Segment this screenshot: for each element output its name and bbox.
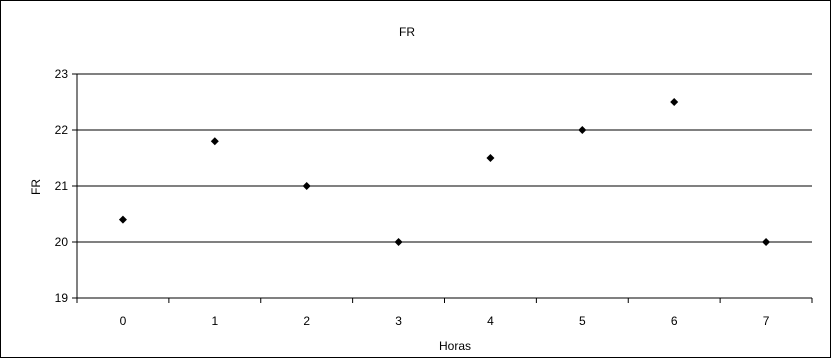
x-tick-label: 5 <box>579 314 586 328</box>
data-point <box>486 154 495 162</box>
data-point <box>394 238 403 246</box>
x-tick-label: 2 <box>303 314 310 328</box>
x-tick-label: 1 <box>211 314 218 328</box>
data-points <box>118 98 771 246</box>
y-tick-label: 20 <box>55 235 69 249</box>
y-tick-label: 22 <box>55 123 69 137</box>
data-point <box>578 126 587 134</box>
x-tick-label: 6 <box>671 314 678 328</box>
data-point <box>762 238 771 246</box>
gridlines <box>77 73 812 299</box>
data-point <box>670 98 679 106</box>
y-tick-label: 21 <box>55 179 69 193</box>
x-tick-label: 0 <box>120 314 127 328</box>
x-tick-label: 3 <box>395 314 402 328</box>
x-axis-label: Horas <box>439 339 471 353</box>
data-point <box>302 182 311 190</box>
axes <box>72 73 813 303</box>
chart-title: FR <box>399 25 415 39</box>
y-tick-label: 19 <box>55 291 69 305</box>
x-tick-label: 4 <box>487 314 494 328</box>
x-tick-label: 7 <box>763 314 770 328</box>
data-point <box>210 137 219 146</box>
y-tick-label: 23 <box>55 67 69 81</box>
data-point <box>118 215 127 224</box>
y-axis-label: FR <box>29 179 43 195</box>
